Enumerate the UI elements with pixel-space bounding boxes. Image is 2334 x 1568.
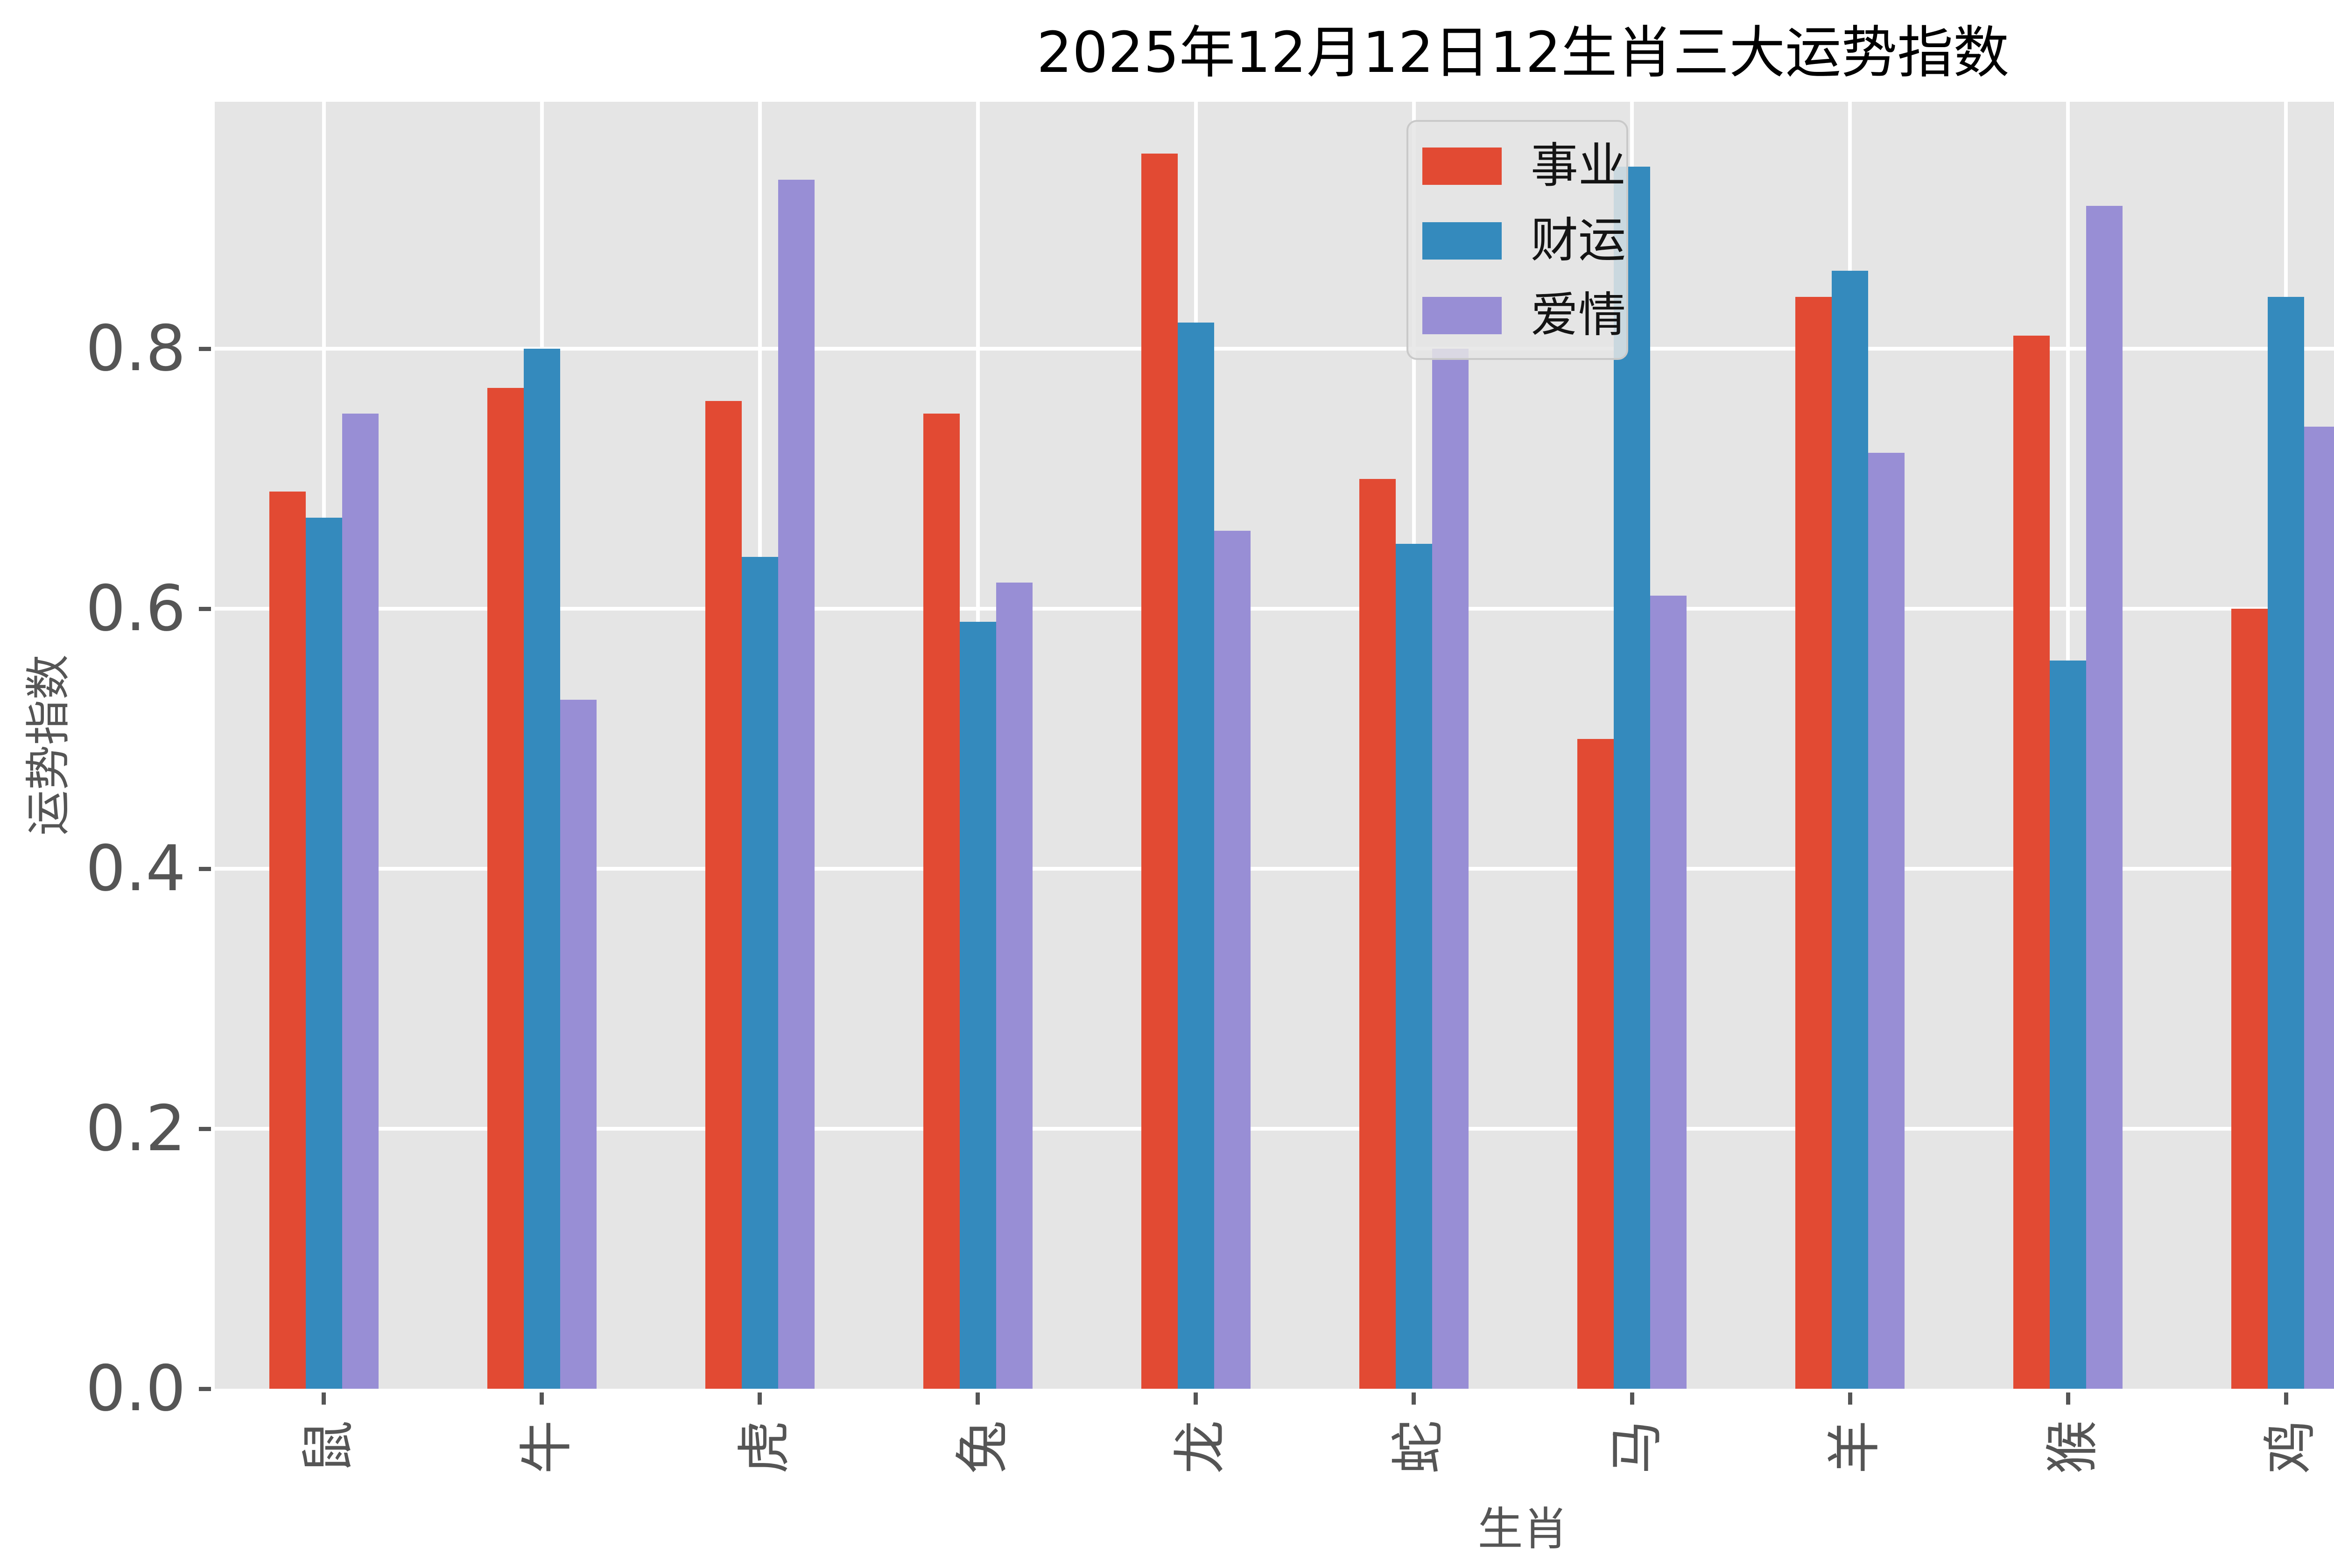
bar-事业-马 xyxy=(1577,738,1614,1389)
h-gridline xyxy=(215,347,2334,351)
x-tick-label-马: 马 xyxy=(1605,1420,1668,1474)
legend-label-事业: 事业 xyxy=(1531,138,1626,194)
y-tick-label: 0.4 xyxy=(85,832,186,906)
y-tick-label: 0.6 xyxy=(85,572,186,646)
legend-item-爱情: 爱情 xyxy=(1408,278,1626,353)
x-tick-mark xyxy=(1630,1392,1634,1405)
x-tick-mark xyxy=(1412,1392,1416,1405)
x-tick-label-兔: 兔 xyxy=(951,1420,1014,1474)
bar-事业-鸡 xyxy=(2231,609,2268,1389)
bar-事业-牛 xyxy=(487,387,524,1389)
bar-爱情-龙 xyxy=(1214,531,1251,1389)
bar-财运-虎 xyxy=(741,556,778,1389)
y-tick-label: 0.0 xyxy=(85,1352,186,1425)
x-tick-mark xyxy=(758,1392,762,1405)
bar-事业-龙 xyxy=(1141,154,1178,1389)
y-tick-label: 0.2 xyxy=(85,1092,186,1166)
bar-事业-蛇 xyxy=(1359,478,1396,1389)
y-tick-mark xyxy=(199,606,211,611)
x-tick-mark xyxy=(322,1392,326,1405)
legend-label-财运: 财运 xyxy=(1531,213,1626,268)
bar-爱情-马 xyxy=(1650,596,1687,1389)
x-tick-label-牛: 牛 xyxy=(515,1420,578,1474)
bar-财运-鸡 xyxy=(2268,296,2305,1389)
x-tick-mark xyxy=(1848,1392,1852,1405)
y-tick-mark xyxy=(199,866,211,871)
x-tick-label-猴: 猴 xyxy=(2041,1420,2104,1474)
bar-财运-龙 xyxy=(1177,323,1214,1389)
legend-swatch-财运 xyxy=(1422,222,1502,260)
bar-财运-鼠 xyxy=(305,518,342,1389)
h-gridline xyxy=(215,607,2334,611)
legend-swatch-事业 xyxy=(1422,148,1502,185)
bar-财运-羊 xyxy=(1832,271,1869,1389)
x-axis-label: 生肖 xyxy=(1477,1503,1568,1555)
y-tick-mark xyxy=(199,1126,211,1131)
bar-财运-牛 xyxy=(523,349,560,1389)
x-tick-label-龙: 龙 xyxy=(1169,1420,1232,1474)
x-tick-label-蛇: 蛇 xyxy=(1387,1420,1450,1474)
bar-爱情-鸡 xyxy=(2304,427,2334,1389)
x-tick-mark xyxy=(540,1392,544,1405)
x-tick-mark xyxy=(2284,1392,2288,1405)
plot-area: 事业 财运 爱情 xyxy=(215,102,2334,1389)
x-tick-label-鸡: 鸡 xyxy=(2259,1420,2322,1474)
x-tick-label-鼠: 鼠 xyxy=(297,1420,360,1474)
legend-item-财运: 财运 xyxy=(1408,204,1626,278)
chart-title: 2025年12月12日12生肖三大运势指数 xyxy=(1036,21,2010,85)
bar-爱情-鼠 xyxy=(342,414,379,1389)
legend: 事业 财运 爱情 xyxy=(1406,120,1628,360)
bar-爱情-猴 xyxy=(2086,205,2123,1389)
x-tick-mark xyxy=(1194,1392,1198,1405)
bar-事业-兔 xyxy=(923,414,960,1389)
y-tick-label: 0.8 xyxy=(85,312,186,386)
legend-item-事业: 事业 xyxy=(1408,129,1626,204)
h-gridline xyxy=(215,1127,2334,1131)
bar-财运-猴 xyxy=(2050,661,2087,1389)
x-tick-label-虎: 虎 xyxy=(733,1420,796,1474)
legend-swatch-爱情 xyxy=(1422,297,1502,334)
bar-财运-马 xyxy=(1614,167,1651,1389)
bar-财运-蛇 xyxy=(1395,543,1432,1389)
bar-爱情-兔 xyxy=(996,583,1033,1389)
bar-爱情-虎 xyxy=(778,180,815,1389)
bar-爱情-蛇 xyxy=(1432,349,1469,1389)
bar-事业-羊 xyxy=(1795,296,1832,1389)
h-gridline xyxy=(215,867,2334,871)
legend-label-爱情: 爱情 xyxy=(1531,288,1626,343)
bar-财运-兔 xyxy=(959,621,996,1389)
bar-爱情-牛 xyxy=(560,700,597,1389)
bar-事业-鼠 xyxy=(269,492,306,1389)
x-tick-mark xyxy=(2066,1392,2070,1405)
y-tick-mark xyxy=(199,1386,211,1391)
bar-事业-猴 xyxy=(2013,336,2050,1389)
y-tick-mark xyxy=(199,346,211,351)
x-tick-mark xyxy=(976,1392,980,1405)
bar-爱情-羊 xyxy=(1868,452,1905,1389)
x-tick-label-羊: 羊 xyxy=(1823,1420,1886,1474)
bar-事业-虎 xyxy=(705,401,742,1389)
